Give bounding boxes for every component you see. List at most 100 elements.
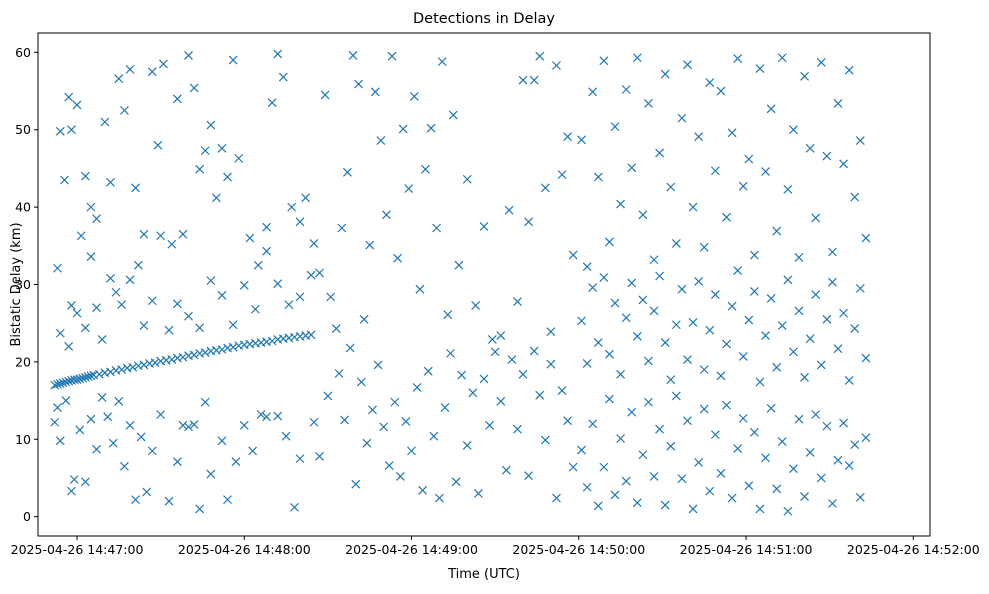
data-point: [359, 314, 369, 324]
data-point: [309, 417, 319, 427]
data-point: [142, 487, 152, 497]
data-point: [331, 324, 341, 334]
data-point: [588, 283, 598, 293]
data-point: [228, 320, 238, 330]
data-point: [761, 167, 770, 176]
data-point: [75, 425, 85, 435]
data-point: [309, 239, 319, 248]
data-point: [64, 92, 74, 102]
data-point: [694, 458, 704, 467]
data-point: [552, 493, 561, 503]
data-point: [649, 306, 659, 316]
data-point: [67, 125, 76, 135]
data-point: [710, 166, 720, 176]
data-point: [125, 420, 135, 430]
data-point: [761, 331, 770, 340]
data-point: [390, 397, 400, 407]
data-point: [733, 444, 743, 453]
data-point: [139, 229, 149, 239]
data-point: [92, 214, 101, 224]
data-point: [147, 446, 157, 456]
x-axis-label: Time (UTC): [447, 567, 520, 582]
data-point: [766, 104, 776, 114]
data-point: [150, 358, 160, 368]
data-point: [855, 492, 865, 502]
data-point: [211, 193, 221, 203]
data-point: [443, 310, 453, 320]
data-point: [504, 205, 514, 215]
data-point: [699, 242, 709, 252]
data-points: [50, 49, 871, 516]
data-point: [147, 296, 157, 306]
data-point: [106, 367, 115, 377]
data-point: [67, 486, 76, 496]
data-point: [184, 51, 193, 60]
data-point: [167, 355, 177, 364]
data-point: [172, 299, 182, 309]
data-point: [61, 396, 71, 406]
data-point: [593, 501, 603, 511]
data-point: [94, 369, 104, 379]
data-point: [119, 461, 129, 471]
data-point: [97, 335, 107, 344]
plot-frame: [37, 32, 931, 537]
data-point: [100, 117, 110, 127]
data-point: [627, 407, 637, 417]
data-point: [632, 498, 642, 508]
data-point: [345, 343, 355, 353]
data-point: [529, 346, 539, 356]
data-point: [97, 393, 107, 402]
data-point: [306, 270, 316, 280]
data-point: [53, 263, 62, 273]
data-point: [119, 105, 129, 115]
data-point: [50, 417, 60, 427]
data-point: [644, 397, 653, 407]
data-point: [749, 250, 759, 260]
data-point: [320, 90, 330, 100]
data-point: [733, 54, 743, 63]
data-point: [159, 59, 168, 69]
data-point: [426, 123, 436, 133]
data-point: [189, 350, 199, 360]
data-point: [716, 371, 726, 381]
data-point: [167, 239, 177, 249]
data-point: [133, 260, 143, 270]
data-point: [348, 51, 358, 60]
data-point: [301, 193, 311, 203]
data-point: [755, 504, 765, 514]
data-point: [816, 360, 826, 370]
data-point: [524, 217, 534, 227]
data-point: [184, 422, 193, 432]
data-point: [599, 462, 609, 472]
data-point: [616, 434, 626, 443]
data-point: [382, 210, 391, 220]
data-point: [239, 420, 249, 430]
data-point: [699, 365, 709, 375]
data-point: [749, 427, 759, 437]
data-point: [496, 331, 506, 340]
data-point: [189, 83, 199, 93]
data-point: [507, 355, 517, 364]
data-point: [437, 57, 447, 67]
data-point: [688, 504, 698, 514]
data-point: [295, 454, 305, 464]
data-point: [816, 57, 826, 67]
data-point: [86, 371, 96, 381]
data-point: [710, 290, 720, 299]
data-point: [540, 435, 550, 445]
data-point: [64, 376, 74, 386]
data-point: [744, 481, 754, 491]
data-point: [61, 377, 71, 387]
data-point: [362, 438, 372, 448]
data-point: [513, 424, 522, 434]
data-point: [281, 431, 291, 441]
data-point: [178, 352, 188, 362]
data-point: [710, 430, 720, 440]
data-point: [766, 294, 776, 303]
data-point: [839, 308, 849, 318]
data-point: [80, 372, 90, 382]
data-point: [811, 410, 821, 419]
data-point: [588, 87, 598, 97]
data-point: [733, 266, 743, 275]
